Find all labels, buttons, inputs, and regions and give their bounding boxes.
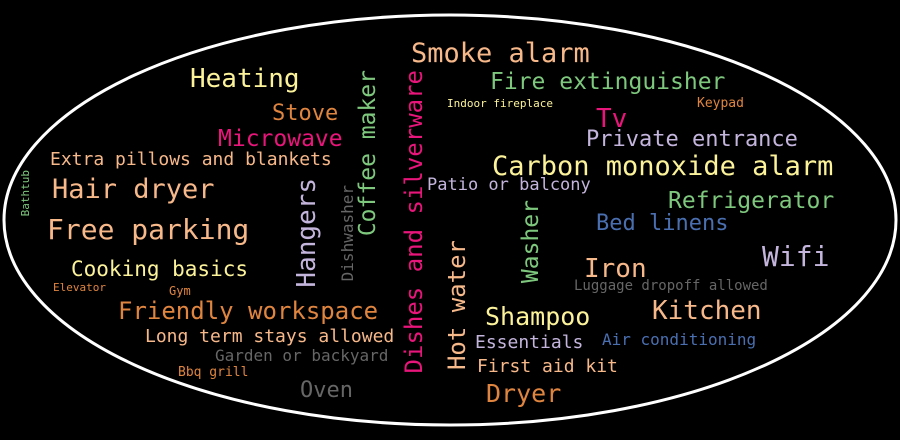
word-wifi: Wifi	[762, 243, 829, 271]
word-bed-linens: Bed linens	[596, 213, 728, 235]
word-fire-extinguisher: Fire extinguisher	[490, 71, 725, 94]
word-bathtub: Bathtub	[20, 170, 31, 216]
word-heating: Heating	[190, 66, 300, 92]
word-shampoo: Shampoo	[485, 304, 590, 329]
word-private-entrance: Private entrance	[586, 129, 798, 151]
word-dishes-and-silverware: Dishes and silverware	[402, 70, 426, 373]
word-friendly-workspace: Friendly workspace	[118, 299, 378, 323]
word-stove: Stove	[272, 103, 338, 125]
word-hair-dryer: Hair dryer	[52, 176, 215, 203]
word-microwave: Microwave	[218, 128, 343, 151]
word-kitchen: Kitchen	[652, 298, 762, 324]
word-patio-or-balcony: Patio or balcony	[427, 177, 591, 194]
word-free-parking: Free parking	[47, 216, 249, 244]
word-elevator: Elevator	[53, 282, 106, 293]
word-keypad: Keypad	[697, 97, 744, 110]
word-luggage-dropoff: Luggage dropoff allowed	[574, 279, 768, 293]
word-coffee-maker: Coffee maker	[357, 70, 380, 236]
word-oven: Oven	[300, 380, 353, 402]
word-bbq-grill: Bbq grill	[178, 366, 248, 379]
word-long-term-stays: Long term stays allowed	[145, 328, 394, 346]
word-indoor-fireplace: Indoor fireplace	[447, 98, 553, 109]
word-essentials: Essentials	[475, 334, 583, 352]
word-washer: Washer	[520, 200, 543, 283]
word-air-conditioning: Air conditioning	[602, 332, 756, 348]
word-extra-pillows: Extra pillows and blankets	[50, 151, 332, 169]
word-smoke-alarm: Smoke alarm	[411, 40, 590, 67]
word-first-aid-kit: First aid kit	[477, 358, 618, 376]
word-gym: Gym	[169, 285, 191, 297]
word-hot-water: Hot water	[445, 240, 469, 370]
word-hangers: Hangers	[294, 178, 320, 288]
word-cooking-basics: Cooking basics	[71, 259, 248, 280]
word-garden-or-backyard: Garden or backyard	[215, 348, 388, 364]
word-dryer: Dryer	[486, 381, 561, 406]
word-dishwasher: Dishwasher	[340, 185, 356, 281]
word-refrigerator: Refrigerator	[668, 190, 834, 213]
